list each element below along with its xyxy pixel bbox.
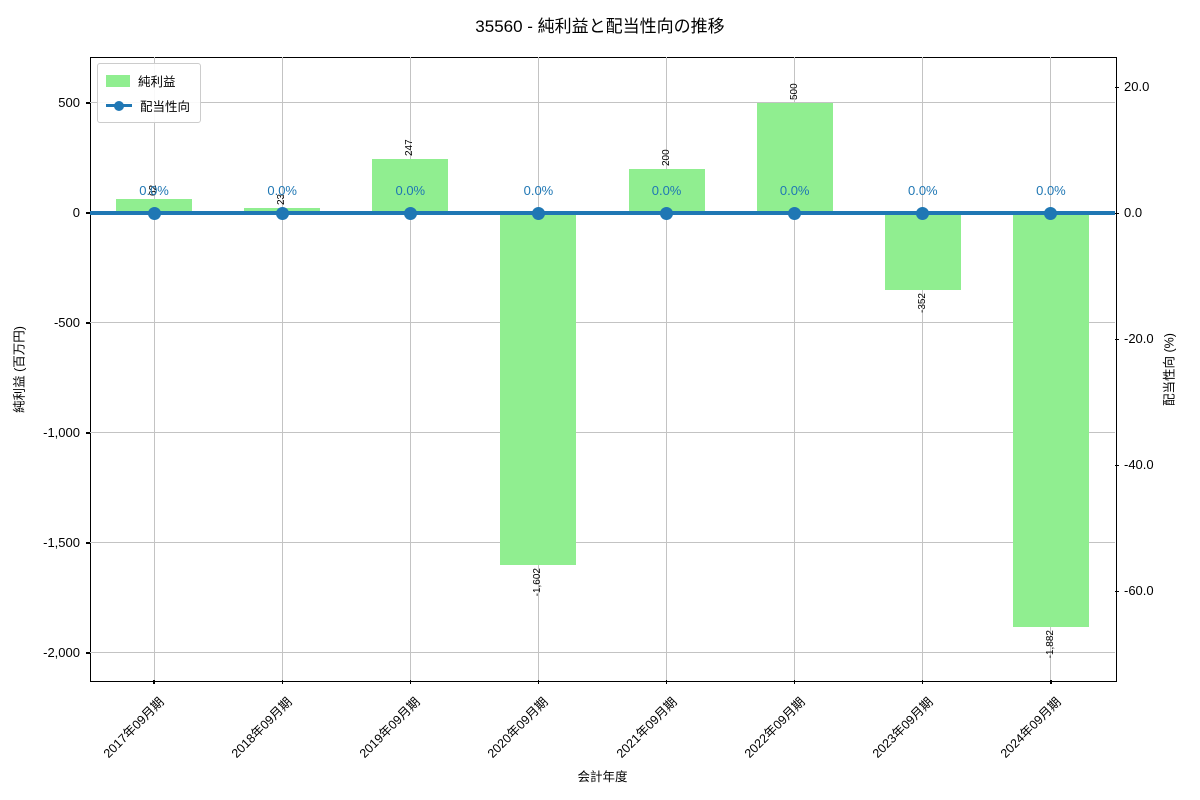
- x-tick: [537, 680, 540, 684]
- x-tick: [409, 680, 411, 684]
- net-income-bar: [372, 158, 449, 213]
- bar-swatch-icon: [106, 74, 130, 87]
- x-tick-label: 2022年09月期: [741, 694, 808, 761]
- h-gridline: [90, 652, 1115, 654]
- y-tick-label-left: -2,000: [43, 644, 80, 660]
- y-tick-label-left: -500: [53, 314, 80, 330]
- net-income-bar: [756, 102, 833, 213]
- y-tick-label-right: 0.0: [1124, 205, 1143, 221]
- payout-ratio-marker: [147, 206, 161, 220]
- h-gridline: [90, 542, 1115, 544]
- h-gridline: [90, 102, 1115, 104]
- legend-item-payout-ratio: 配当性向: [106, 96, 190, 115]
- payout-ratio-value-label: 0.0%: [267, 183, 297, 199]
- payout-ratio-line: [90, 211, 1115, 216]
- payout-ratio-marker: [916, 206, 930, 220]
- y-tick-right: [1115, 212, 1119, 214]
- v-gridline: [409, 57, 411, 680]
- payout-ratio-marker: [788, 206, 802, 220]
- legend: 純利益 配当性向: [97, 63, 202, 123]
- bar-value-label: -352: [916, 293, 928, 314]
- x-tick-label: 2019年09月期: [357, 694, 424, 761]
- payout-ratio-value-label: 0.0%: [523, 183, 554, 199]
- legend-label-payout-ratio: 配当性向: [140, 100, 191, 114]
- payout-ratio-value-label: 0.0%: [651, 183, 682, 199]
- x-tick: [794, 680, 796, 684]
- y-tick-right: [1115, 338, 1119, 340]
- bar-value-label: -1,882: [1044, 629, 1056, 659]
- y-tick-label-left: 500: [58, 94, 80, 110]
- line-marker-icon: [106, 100, 132, 112]
- y-axis-label-right: 配当性向 (%): [1162, 332, 1177, 406]
- y-tick-right: [1115, 464, 1119, 466]
- y-tick-label-right: -20.0: [1124, 331, 1154, 347]
- x-tick-label: 2024年09月期: [997, 694, 1064, 761]
- x-tick-label: 2017年09月期: [100, 694, 167, 761]
- v-gridline: [281, 57, 283, 680]
- x-axis-label: 会計年度: [577, 770, 628, 784]
- x-tick: [1050, 680, 1052, 684]
- v-gridline: [153, 57, 155, 680]
- net-income-bar: [628, 168, 705, 213]
- legend-item-net-income: 純利益: [106, 71, 190, 90]
- v-gridline: [666, 57, 668, 680]
- payout-ratio-marker: [660, 206, 674, 220]
- payout-ratio-value-label: 0.0%: [779, 183, 810, 199]
- y-tick-left: [86, 322, 90, 324]
- chart-title: 35560 - 純利益と配当性向の推移: [475, 17, 725, 36]
- x-tick-label: 2018年09月期: [228, 694, 295, 761]
- y-tick-right: [1115, 590, 1119, 592]
- y-tick-label-left: 0: [72, 204, 80, 220]
- y-tick-left: [86, 432, 90, 434]
- net-income-bar: [116, 199, 193, 213]
- y-tick-left: [86, 212, 90, 214]
- net-income-bar: [500, 212, 577, 566]
- y-tick-left: [86, 102, 90, 104]
- payout-ratio-marker: [275, 206, 289, 220]
- x-tick: [922, 680, 924, 684]
- plot-area: [90, 57, 1117, 682]
- net-income-bar: [1012, 212, 1089, 627]
- y-tick-label-right: -40.0: [1124, 457, 1154, 473]
- net-income-bar: [884, 212, 961, 291]
- y-tick-left: [86, 652, 90, 654]
- payout-ratio-value-label: 0.0%: [395, 183, 426, 199]
- bar-value-label: -1,602: [532, 568, 544, 597]
- x-tick-label: 2021年09月期: [613, 694, 680, 761]
- v-gridline: [922, 57, 924, 680]
- y-tick-right: [1115, 86, 1119, 88]
- y-tick-label-left: -1,500: [43, 534, 80, 550]
- y-tick-label-right: 20.0: [1124, 79, 1150, 95]
- x-tick: [153, 680, 155, 684]
- y-tick-label-left: -1,000: [43, 424, 80, 440]
- legend-label-net-income: 純利益: [138, 75, 176, 89]
- x-tick: [665, 680, 668, 684]
- v-gridline: [794, 57, 796, 680]
- x-tick-label: 2020年09月期: [485, 694, 552, 761]
- payout-ratio-marker: [403, 206, 417, 220]
- y-tick-label-right: -60.0: [1124, 583, 1154, 599]
- h-gridline: [90, 322, 1115, 324]
- bar-value-label: 500: [788, 83, 800, 100]
- y-axis-label-left: 純利益 (百万円): [12, 325, 27, 413]
- payout-ratio-marker: [1044, 206, 1058, 220]
- y-tick-left: [86, 542, 90, 544]
- x-tick-label: 2023年09月期: [869, 694, 936, 761]
- payout-ratio-value-label: 0.0%: [139, 183, 169, 199]
- x-tick: [281, 680, 283, 684]
- payout-ratio-value-label: 0.0%: [1036, 183, 1066, 199]
- payout-ratio-marker: [531, 206, 545, 220]
- bar-value-label: 247: [404, 138, 416, 156]
- bar-value-label: 200: [660, 149, 672, 166]
- h-gridline: [90, 432, 1115, 434]
- payout-ratio-value-label: 0.0%: [907, 183, 938, 199]
